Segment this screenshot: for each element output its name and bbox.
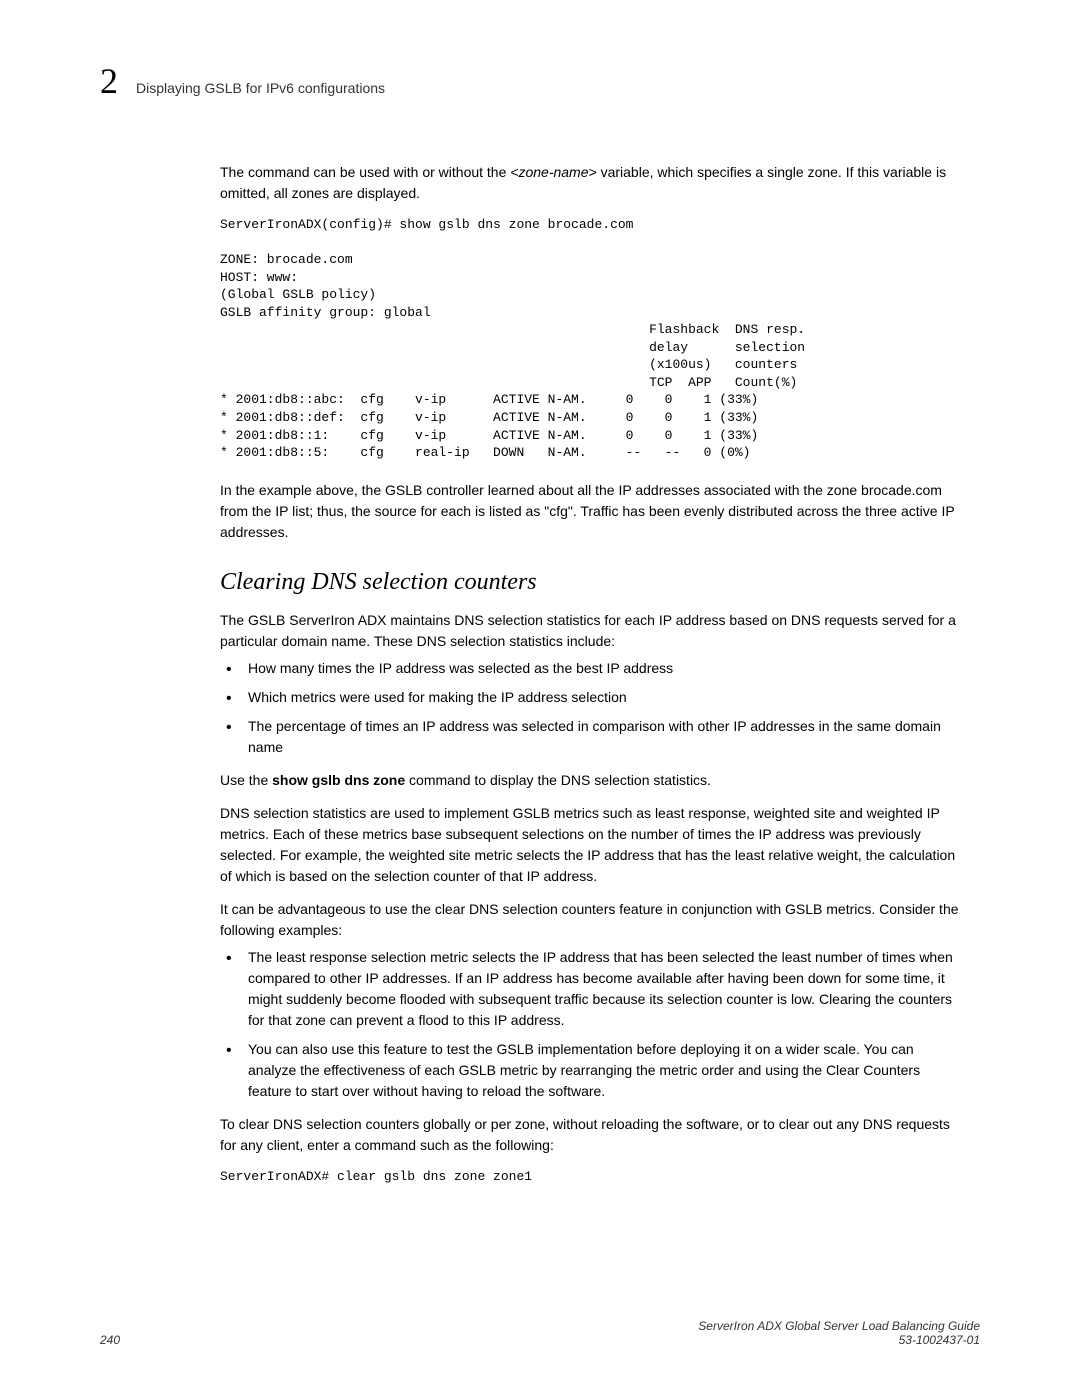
body-p1: The GSLB ServerIron ADX maintains DNS se… (220, 610, 960, 652)
doc-id: 53-1002437-01 (698, 1333, 980, 1347)
footer-right: ServerIron ADX Global Server Load Balanc… (698, 1319, 980, 1347)
after-terminal-paragraph: In the example above, the GSLB controlle… (220, 480, 960, 543)
body-p3: DNS selection statistics are used to imp… (220, 803, 960, 887)
section-heading: Clearing DNS selection counters (220, 569, 960, 596)
bullet-list-2: The least response selection metric sele… (220, 947, 960, 1102)
list-item: Which metrics were used for making the I… (220, 687, 960, 708)
page-footer: 240 ServerIron ADX Global Server Load Ba… (100, 1319, 980, 1347)
body-p5: To clear DNS selection counters globally… (220, 1114, 960, 1156)
page-header: 2 Displaying GSLB for IPv6 configuration… (100, 60, 980, 102)
bullet-list-1: How many times the IP address was select… (220, 658, 960, 758)
body-p4: It can be advantageous to use the clear … (220, 899, 960, 941)
clear-command: ServerIronADX# clear gslb dns zone zone1 (220, 1168, 960, 1186)
list-item: The percentage of times an IP address wa… (220, 716, 960, 758)
p2-command: show gslb dns zone (272, 772, 405, 788)
header-title: Displaying GSLB for IPv6 configurations (136, 80, 385, 96)
p2-pre: Use the (220, 772, 272, 788)
page-number: 240 (100, 1333, 120, 1347)
terminal-output: ServerIronADX(config)# show gslb dns zon… (220, 216, 960, 462)
p2-post: command to display the DNS selection sta… (405, 772, 711, 788)
intro-text-pre: The command can be used with or without … (220, 164, 510, 180)
intro-variable: <zone-name> (510, 164, 596, 180)
page-content: The command can be used with or without … (220, 162, 960, 1185)
intro-paragraph: The command can be used with or without … (220, 162, 960, 204)
doc-title: ServerIron ADX Global Server Load Balanc… (698, 1319, 980, 1333)
list-item: How many times the IP address was select… (220, 658, 960, 679)
body-p2: Use the show gslb dns zone command to di… (220, 770, 960, 791)
list-item: The least response selection metric sele… (220, 947, 960, 1031)
chapter-number: 2 (100, 60, 118, 102)
list-item: You can also use this feature to test th… (220, 1039, 960, 1102)
